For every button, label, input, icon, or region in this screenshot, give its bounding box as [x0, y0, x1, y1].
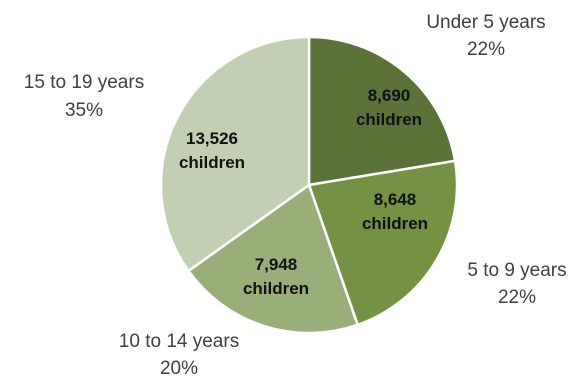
unit-label-15-to-19: children: [179, 153, 245, 172]
pie-slice-10-to-14: [186, 183, 360, 335]
percent-label-under-5: 22%: [467, 39, 505, 60]
pie-slice-under-5: [307, 35, 457, 187]
value-label-under-5: 8,690: [368, 86, 411, 105]
value-label-15-to-19: 13,526: [186, 129, 238, 148]
category-label-10-to-14: 10 to 14 years: [119, 331, 239, 352]
category-label-under-5: Under 5 years: [426, 12, 545, 33]
value-label-5-to-9: 8,648: [374, 190, 417, 209]
unit-label-10-to-14: children: [243, 279, 309, 298]
value-label-10-to-14: 7,948: [255, 255, 298, 274]
pie-slices: [159, 35, 459, 335]
percent-label-5-to-9: 22%: [498, 287, 536, 308]
unit-label-5-to-9: children: [362, 214, 428, 233]
pie-slice-5-to-9: [307, 159, 459, 327]
unit-label-under-5: children: [356, 110, 422, 129]
percent-label-10-to-14: 20%: [160, 358, 198, 379]
category-label-15-to-19: 15 to 19 years: [24, 72, 144, 93]
category-label-5-to-9: 5 to 9 years: [467, 260, 566, 281]
pie-slice-15-to-19: [159, 35, 311, 273]
percent-label-15-to-19: 35%: [65, 100, 103, 121]
